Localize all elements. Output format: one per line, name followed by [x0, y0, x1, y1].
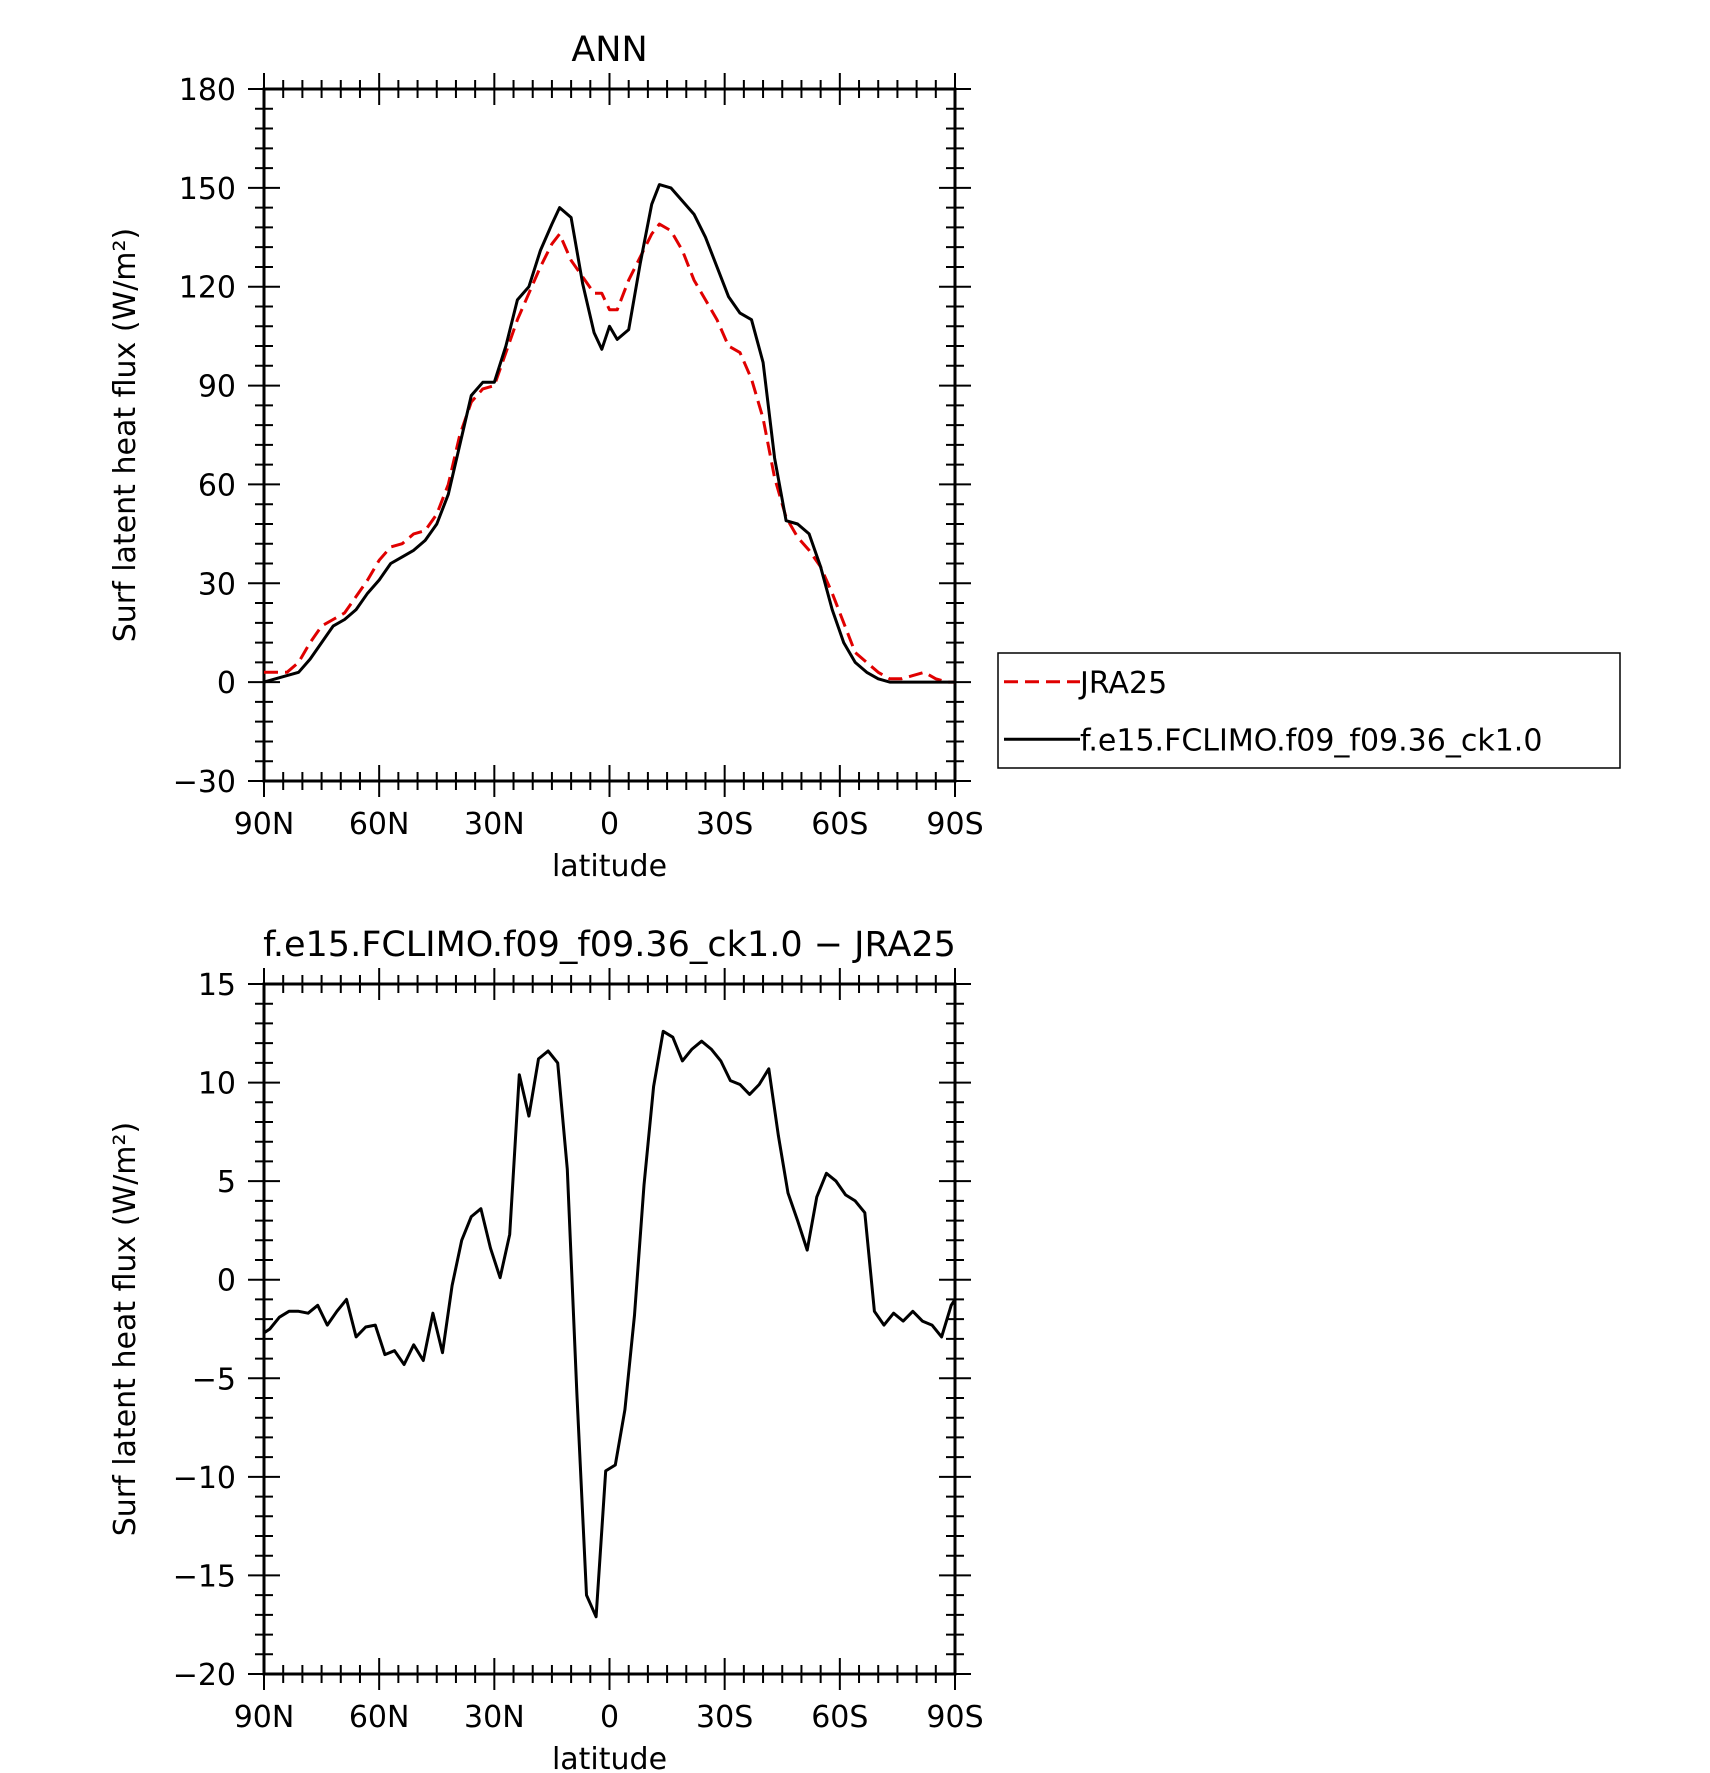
- legend-box: [997, 652, 1621, 769]
- x-tick-label: 0: [600, 807, 619, 842]
- y-tick-label: 5: [217, 1165, 236, 1200]
- y-tick-label: 10: [198, 1067, 236, 1102]
- x-tick-label: 30N: [464, 1700, 525, 1735]
- x-tick-label: 60S: [811, 807, 868, 842]
- series-line-1: [264, 222, 955, 684]
- x-axis-label: latitude: [552, 1742, 667, 1773]
- series-line-1: [263, 1029, 957, 1619]
- x-tick-label: 30S: [696, 1700, 753, 1735]
- y-tick-label: −10: [173, 1461, 236, 1496]
- y-tick-label: −5: [192, 1362, 236, 1397]
- legend: JRA25 f.e15.FCLIMO.f09_f09.36_ck1.0: [997, 652, 1621, 769]
- legend-label-1: JRA25: [1078, 666, 1167, 701]
- x-tick-label: 90S: [926, 807, 983, 842]
- y-tick-label: −15: [173, 1559, 236, 1594]
- climatology-panel: ANN −30 0 30 60 90 120 150 180 90N 60N 30N 0 30S 60S 90…: [108, 30, 1621, 884]
- y-tick-label: −20: [173, 1658, 236, 1693]
- y-tick-label: 15: [198, 968, 236, 1003]
- y-tick-label: 30: [198, 567, 236, 602]
- y-tick-label: 60: [198, 468, 236, 503]
- x-tick-label: 0: [600, 1700, 619, 1735]
- y-tick-label: 90: [198, 370, 236, 405]
- x-tick-label: 30S: [696, 807, 753, 842]
- chart-title: f.e15.FCLIMO.f09_f09.36_ck1.0 − JRA25: [263, 925, 956, 965]
- series-line-2: [263, 183, 955, 684]
- y-tick-label: 180: [179, 73, 236, 108]
- x-axis-label: latitude: [552, 849, 667, 884]
- x-tick-label: 90N: [234, 807, 295, 842]
- plot-frame: [262, 87, 957, 783]
- y-tick-label: 0: [217, 666, 236, 701]
- y-tick-label: 0: [217, 1264, 236, 1299]
- y-tick-label: 120: [179, 271, 236, 306]
- y-tick-label: 150: [179, 172, 236, 207]
- x-tick-label: 30N: [464, 807, 525, 842]
- legend-label-2: f.e15.FCLIMO.f09_f09.36_ck1.0: [1080, 723, 1542, 758]
- x-tick-label: 60S: [811, 1700, 868, 1735]
- x-tick-label: 90S: [926, 1700, 983, 1735]
- y-axis-label: Surf latent heat flux (W/m²): [108, 1122, 143, 1537]
- plot-frame: [262, 982, 957, 1676]
- difference-panel: f.e15.FCLIMO.f09_f09.36_ck1.0 − JRA25 −20…: [108, 925, 984, 1773]
- y-axis-label: Surf latent heat flux (W/m²): [108, 228, 143, 643]
- x-tick-label: 60N: [349, 807, 410, 842]
- x-tick-label: 90N: [234, 1700, 295, 1735]
- chart-title: ANN: [571, 30, 647, 70]
- y-tick-label: −30: [173, 765, 236, 800]
- x-tick-label: 60N: [349, 1700, 410, 1735]
